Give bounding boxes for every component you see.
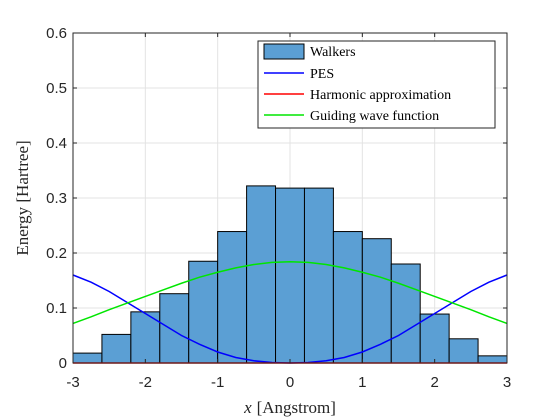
y-tick-label-3: 0.3	[46, 190, 67, 207]
x-tick-label-3: 0	[286, 374, 294, 391]
x-tick-label-6: 3	[503, 374, 511, 391]
histogram-bars	[72, 185, 508, 364]
x-tick-label-5: 2	[430, 374, 438, 391]
x-tick-label-1: -2	[139, 374, 152, 391]
histogram-bar-7	[275, 187, 305, 364]
y-tick-label-2: 0.2	[46, 245, 67, 262]
legend-label-pes: PES	[310, 67, 334, 82]
histogram-bar-5	[217, 231, 248, 364]
x-axis-title: x [Angstrom]	[243, 398, 336, 417]
histogram-bar-14	[477, 355, 508, 364]
legend-label-walkers: Walkers	[310, 45, 356, 60]
y-tick-label-4: 0.4	[46, 135, 67, 152]
histogram-bar-12	[419, 313, 450, 364]
y-tick-label-6: 0.6	[46, 25, 67, 42]
histogram-bar-8	[303, 187, 334, 364]
x-axis-ticks: -3 -2 -1 0 1 2 3	[66, 33, 511, 391]
histogram-bar-10	[361, 238, 392, 364]
histogram-bar-9	[332, 231, 363, 364]
series-line-guiding-wave-function	[72, 261, 508, 325]
y-tick-label-0: 0	[59, 355, 67, 372]
x-tick-label-0: -3	[66, 374, 79, 391]
x-tick-label-2: -1	[211, 374, 224, 391]
histogram-bar-11	[390, 263, 421, 364]
histogram-bar-3	[159, 293, 190, 364]
y-axis-title: Energy [Hartree]	[13, 140, 32, 255]
legend: Walkers PES Harmonic approximation Guidi…	[257, 40, 496, 129]
y-tick-label-1: 0.1	[46, 300, 67, 317]
x-tick-label-4: 1	[358, 374, 366, 391]
x-axis-title-variable: x	[243, 398, 252, 417]
histogram-bar-1	[101, 333, 132, 364]
y-tick-label-5: 0.5	[46, 80, 67, 97]
histogram-bar-0	[72, 352, 103, 364]
legend-label-harmonic: Harmonic approximation	[310, 88, 451, 103]
legend-label-guiding: Guiding wave function	[310, 109, 439, 124]
x-axis-title-unit: [Angstrom]	[257, 398, 336, 417]
histogram-bar-13	[448, 338, 479, 364]
legend-swatch-walkers	[263, 43, 305, 60]
histogram-bar-6	[246, 185, 277, 364]
y-axis-ticks: 0 0.1 0.2 0.3 0.4 0.5 0.6	[46, 25, 507, 372]
